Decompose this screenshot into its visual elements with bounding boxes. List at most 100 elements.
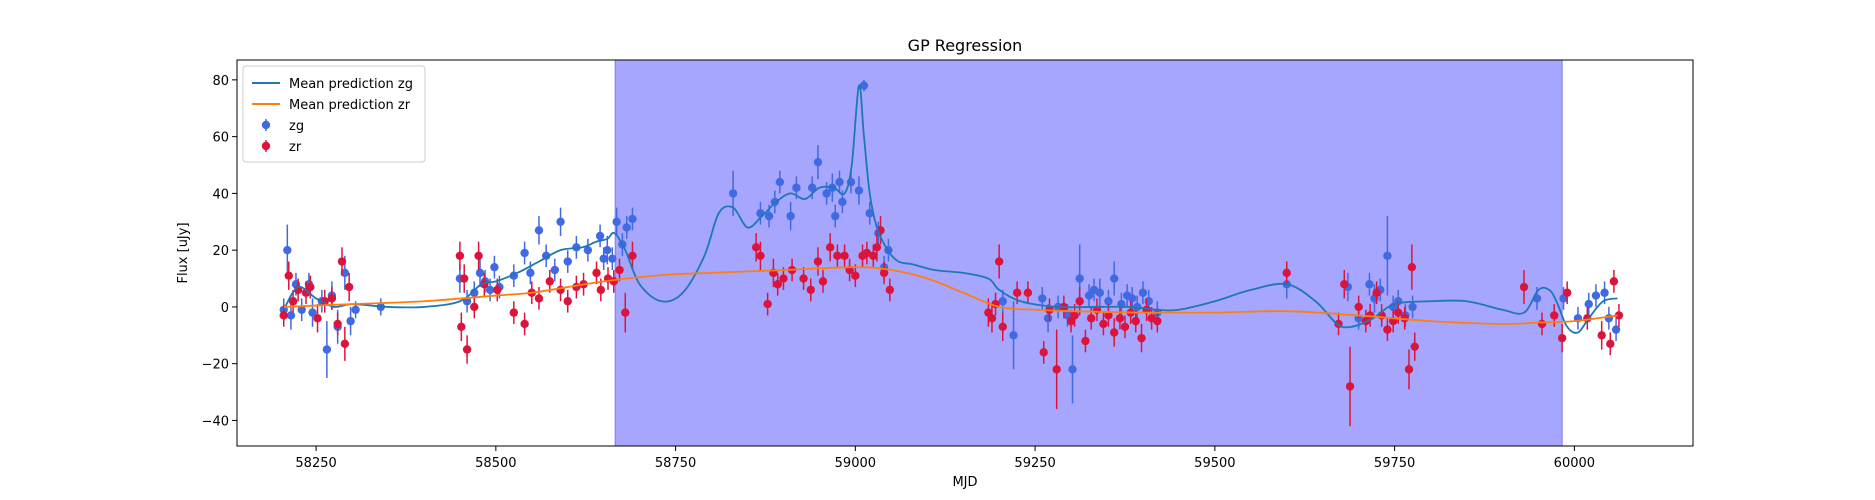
zg-point (556, 217, 565, 226)
zr-point (628, 251, 637, 261)
zg-point (608, 254, 617, 263)
zr-point (1354, 302, 1363, 312)
y-tick-label: 80 (212, 74, 229, 89)
zr-point (825, 243, 835, 252)
zr-point (572, 282, 581, 292)
zr-point (1282, 268, 1291, 278)
shaded-region-layer (614, 59, 1563, 447)
zr-point (455, 251, 465, 261)
zr-point (1407, 262, 1417, 272)
chart-title: GP Regression (908, 36, 1023, 55)
zg-point (297, 305, 306, 314)
zr-point (1597, 331, 1606, 340)
zr-point (493, 285, 502, 295)
zg-point (599, 254, 608, 263)
zr-point (1537, 319, 1547, 329)
zr-point (462, 345, 472, 354)
zg-point (470, 288, 479, 297)
tick-labels: 58250 58500 58750 59000 59250 59500 59750 60000… (202, 74, 1595, 471)
zg-point (998, 297, 1007, 306)
x-tick-label: 60000 (1554, 456, 1595, 471)
zg-point (520, 248, 529, 258)
y-tick-label: 40 (212, 187, 229, 202)
zg-point (808, 183, 817, 192)
zg-point (1600, 288, 1609, 297)
zr-point (869, 251, 878, 261)
zg-point (346, 316, 355, 326)
zg-point (622, 223, 631, 232)
y-tick-label: 20 (212, 244, 229, 259)
y-axis-label: Flux [uJy] (176, 222, 191, 283)
zr-point (344, 282, 354, 292)
zr-point (751, 243, 761, 252)
zr-point (313, 314, 322, 323)
zr-point (1109, 328, 1119, 337)
zg-point (1138, 288, 1148, 297)
zr-point (1012, 288, 1022, 297)
zr-point (1131, 316, 1140, 326)
y-tick-label: 0 (221, 301, 229, 316)
zg-point (351, 305, 360, 314)
x-tick-label: 58250 (295, 456, 336, 471)
zg-point (792, 183, 801, 192)
zg-point (534, 226, 544, 235)
zr-point (994, 257, 1004, 266)
zr-point (1137, 333, 1146, 343)
legend-entry-label: Mean prediction zg (289, 77, 413, 92)
zr-point (615, 265, 624, 275)
legend: Mean prediction zg Mean prediction zr zg zr (242, 65, 426, 163)
zr-point (779, 274, 788, 283)
zg-point (1095, 288, 1105, 297)
zr-point (563, 297, 572, 306)
legend-entry-label: zg (289, 119, 304, 134)
x-tick-label: 59000 (835, 456, 876, 471)
line-mean-prediction-zr (283, 266, 1618, 325)
zr-point (987, 314, 997, 323)
zr-point (284, 271, 293, 280)
zr-point (1400, 314, 1409, 323)
zr-point (763, 299, 772, 309)
zr-point (333, 319, 342, 329)
x-tick-label: 58750 (655, 456, 696, 471)
zr-point (872, 243, 882, 252)
zr-point (592, 268, 601, 278)
zr-point (1557, 333, 1567, 343)
zg-point (1408, 302, 1417, 312)
zr-point (756, 251, 765, 261)
zg-point (822, 189, 831, 198)
zr-point (301, 288, 311, 297)
zg-point (322, 345, 332, 354)
zg-point (550, 265, 560, 275)
zr-point (306, 282, 315, 292)
y-tick-label: −20 (202, 358, 229, 373)
zg-point (1038, 294, 1047, 303)
zr-point (474, 251, 483, 261)
legend-entry-label: Mean prediction zr (289, 98, 411, 113)
zr-point (1104, 311, 1113, 320)
zg-point (603, 245, 612, 255)
plot-area-frame (236, 59, 1694, 447)
zg-point (1009, 331, 1018, 340)
zg-point (756, 209, 765, 218)
zg-point (526, 268, 535, 278)
zr-point (813, 257, 823, 266)
zr-point (879, 268, 889, 278)
zr-point (621, 308, 630, 317)
x-tick-label: 59250 (1014, 456, 1055, 471)
zr-point (460, 274, 469, 283)
zg-point (1584, 299, 1593, 309)
zg-point (340, 268, 350, 278)
zg-point (595, 231, 605, 241)
zr-point (818, 277, 828, 286)
legend-swatch-marker (261, 120, 271, 130)
zr-point (1115, 314, 1125, 323)
zg-point (1084, 291, 1094, 300)
zg-point (1383, 251, 1392, 261)
x-tick-label: 58500 (475, 456, 516, 471)
zr-point (470, 302, 479, 312)
zg-point (563, 257, 572, 266)
x-axis-label: MJD (952, 475, 977, 490)
zg-point (831, 211, 840, 221)
line-mean-prediction-zg (282, 84, 1618, 334)
